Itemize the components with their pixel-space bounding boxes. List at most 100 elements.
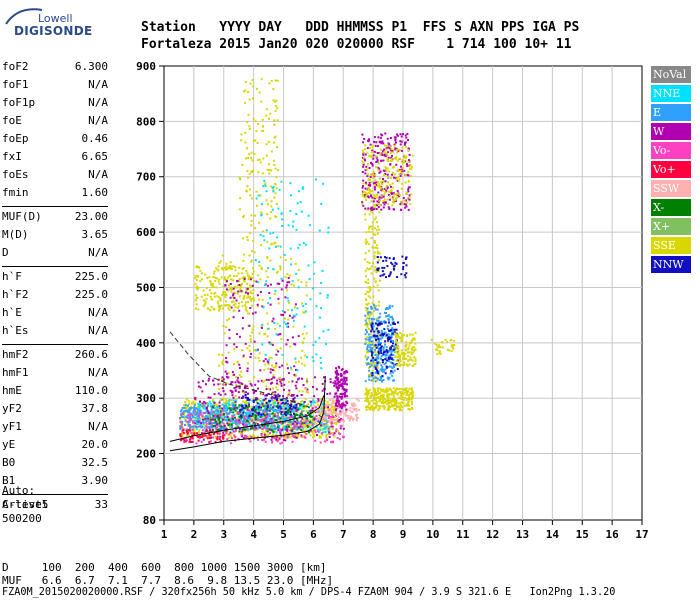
echo-point: [287, 277, 290, 279]
echo-point: [376, 194, 379, 196]
echo-point: [219, 297, 222, 300]
echo-point: [394, 388, 397, 391]
echo-point: [201, 418, 204, 421]
echo-point: [382, 347, 385, 350]
echo-point: [368, 378, 371, 381]
echo-point: [266, 433, 269, 436]
echo-point: [254, 408, 257, 411]
echo-point: [365, 165, 368, 168]
echo-point: [179, 418, 182, 421]
echo-point: [364, 356, 367, 359]
echo-point: [262, 380, 264, 383]
echo-point: [238, 363, 241, 366]
echo-point: [211, 413, 214, 416]
echo-point: [274, 167, 277, 170]
echo-point: [341, 385, 344, 388]
echo-point: [321, 411, 324, 414]
echo-point: [299, 414, 301, 417]
echo-point: [284, 407, 287, 410]
echo-point: [367, 351, 370, 354]
echo-point: [293, 396, 296, 399]
echo-point: [366, 168, 369, 171]
echo-point: [233, 414, 236, 417]
echo-point: [406, 348, 409, 351]
echo-point: [219, 382, 222, 385]
echo-point: [369, 287, 372, 290]
echo-point: [396, 406, 399, 409]
echo-point: [385, 388, 388, 391]
echo-point: [400, 349, 403, 352]
echo-point: [373, 182, 376, 185]
echo-point: [389, 388, 392, 391]
echo-point: [230, 288, 233, 291]
echo-point: [185, 429, 188, 432]
echo-point: [297, 408, 300, 411]
echo-point: [383, 328, 386, 331]
echo-point: [301, 333, 304, 335]
param-value: N/A: [88, 168, 108, 181]
echo-point: [251, 78, 254, 81]
echo-point: [274, 192, 277, 195]
param-row: fxI 6.65: [2, 150, 108, 168]
echo-point: [257, 123, 260, 125]
param-row: yE 20.0: [2, 438, 108, 456]
echo-point: [248, 403, 250, 406]
echo-point: [233, 401, 236, 404]
echo-point: [377, 304, 380, 307]
echo-point: [259, 194, 262, 197]
echo-point: [401, 255, 404, 258]
echo-point: [289, 421, 291, 423]
echo-point: [278, 366, 281, 369]
echo-point: [267, 359, 270, 361]
echo-point: [187, 431, 190, 434]
echo-point: [320, 202, 323, 205]
echo-point: [306, 417, 308, 420]
echo-point: [407, 397, 410, 400]
echo-point: [285, 428, 288, 431]
echo-point: [259, 291, 262, 293]
echo-point: [375, 244, 378, 247]
echo-point: [246, 387, 249, 389]
echo-point: [319, 424, 322, 427]
echo-point: [295, 436, 298, 439]
echo-point: [301, 425, 304, 428]
echo-point: [289, 427, 292, 430]
echo-point: [307, 431, 310, 434]
echo-point: [279, 266, 282, 269]
echo-point: [231, 371, 234, 374]
echo-point: [254, 214, 256, 217]
echo-point: [211, 410, 213, 413]
echo-point: [376, 160, 379, 163]
echo-point: [361, 186, 364, 189]
echo-point: [396, 364, 399, 366]
echo-point: [320, 421, 323, 424]
echo-point: [366, 325, 369, 328]
echo-point: [319, 413, 322, 416]
echo-point: [312, 436, 314, 439]
echo-point: [342, 427, 345, 430]
echo-point: [233, 297, 236, 299]
echo-point: [276, 418, 278, 421]
echo-point: [259, 400, 262, 402]
echo-point: [180, 426, 183, 429]
echo-point: [251, 435, 254, 438]
echo-point: [255, 197, 258, 200]
echo-point: [211, 285, 214, 287]
echo-point: [252, 312, 255, 315]
echo-point: [272, 417, 275, 420]
echo-point: [370, 326, 373, 329]
echo-point: [287, 299, 290, 302]
echo-point: [400, 187, 403, 190]
echo-point: [181, 430, 184, 433]
echo-point: [397, 150, 400, 152]
echo-point: [198, 406, 201, 409]
echo-point: [395, 339, 397, 342]
echo-point: [235, 425, 238, 428]
echo-point: [372, 389, 375, 392]
echo-point: [279, 442, 282, 445]
echo-point: [298, 422, 301, 425]
echo-point: [274, 420, 277, 423]
echo-point: [387, 194, 390, 196]
echo-point: [403, 199, 406, 202]
echo-point: [213, 292, 216, 295]
